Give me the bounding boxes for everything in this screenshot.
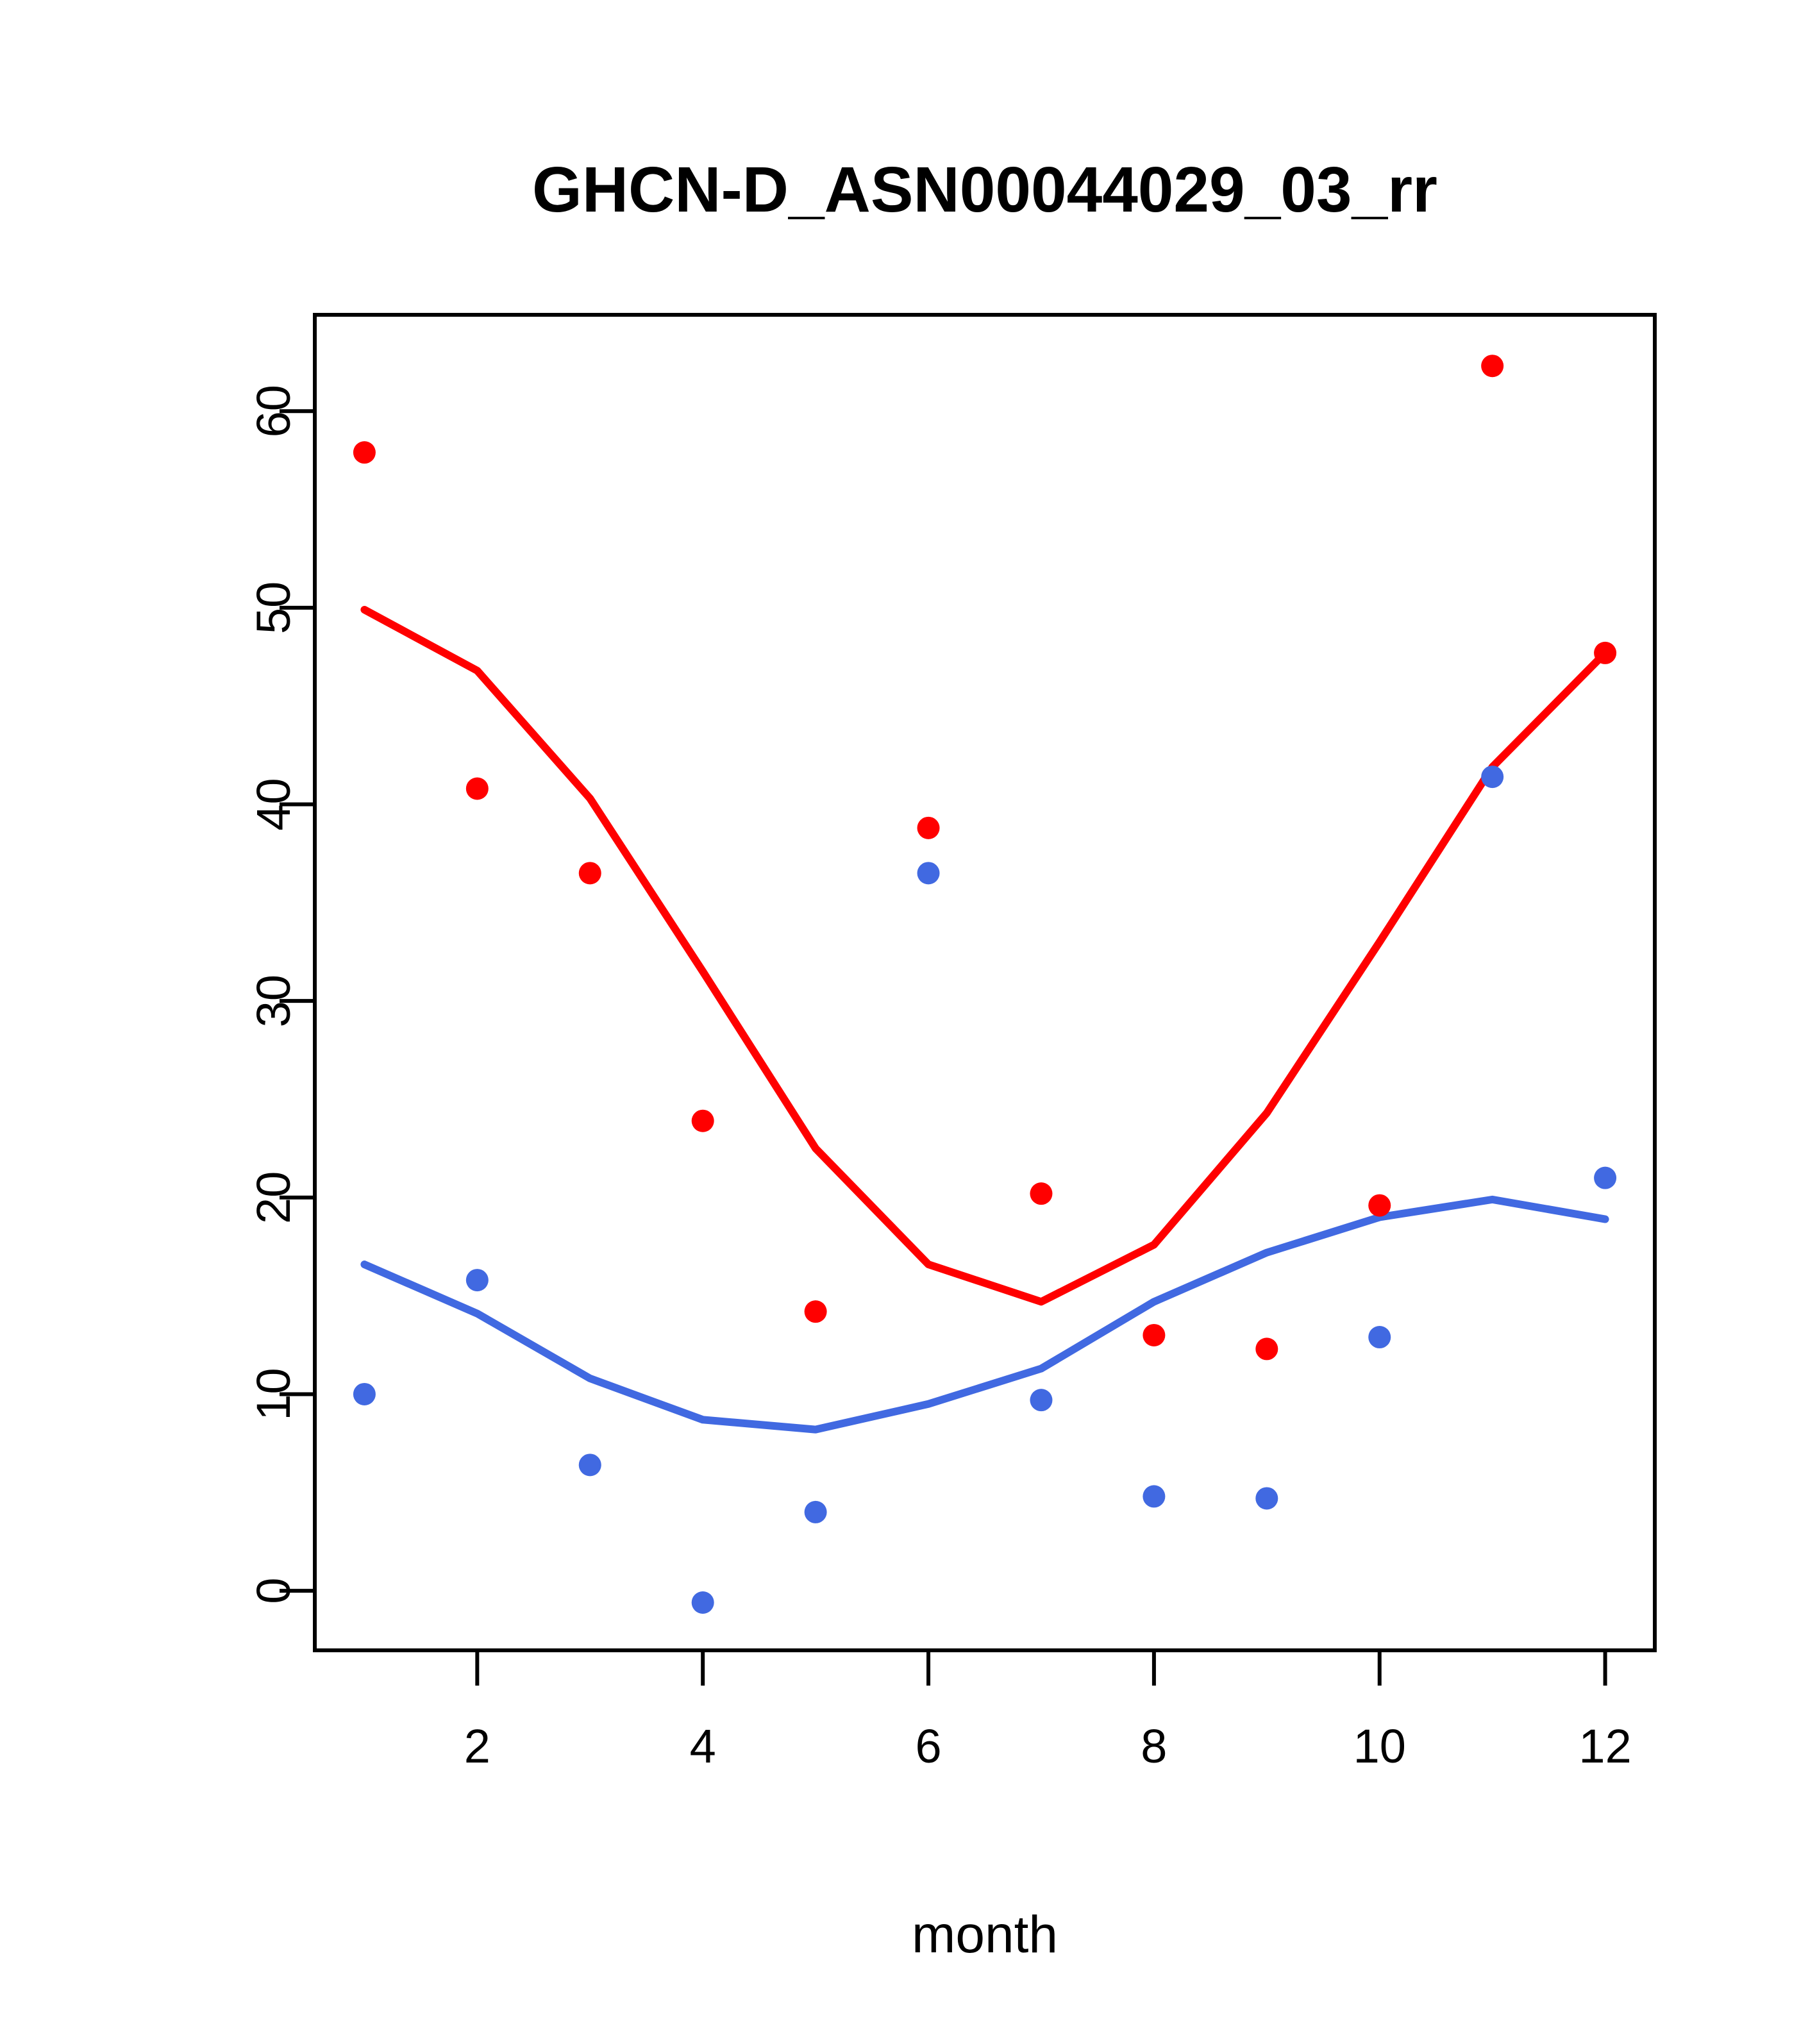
red-point bbox=[1594, 641, 1617, 664]
blue-loess-line bbox=[360, 1195, 1609, 1434]
blue-point bbox=[1594, 1166, 1617, 1189]
y-tick-label: 50 bbox=[247, 582, 300, 634]
y-tick-label: 20 bbox=[247, 1171, 300, 1224]
blue-point bbox=[1030, 1389, 1053, 1412]
chart-title: GHCN-D_ASN00044029_03_rr bbox=[532, 154, 1437, 226]
blue-point bbox=[1368, 1326, 1391, 1349]
blue-point bbox=[1481, 766, 1504, 789]
x-tick-label: 12 bbox=[1578, 1720, 1631, 1773]
x-tick-label: 2 bbox=[464, 1720, 490, 1773]
red-point bbox=[804, 1300, 827, 1323]
red-loess-line bbox=[360, 605, 1609, 1306]
blue-point bbox=[353, 1382, 376, 1405]
red-point bbox=[465, 777, 489, 800]
y-tick-label: 0 bbox=[247, 1578, 300, 1604]
y-tick-label: 60 bbox=[247, 385, 300, 437]
blue-point bbox=[804, 1500, 827, 1523]
x-tick-label: 8 bbox=[1141, 1720, 1167, 1773]
red-point bbox=[578, 862, 601, 885]
y-tick-label: 10 bbox=[247, 1368, 300, 1420]
blue-point bbox=[465, 1269, 489, 1292]
blue-point bbox=[917, 862, 940, 885]
red-point bbox=[1368, 1194, 1391, 1217]
x-axis-label: month bbox=[912, 1906, 1058, 1964]
red-point bbox=[691, 1109, 714, 1132]
blue-point bbox=[1255, 1487, 1278, 1510]
blue-point bbox=[691, 1591, 714, 1614]
axis-layer: 2 4 6 8 10 12 0 10 20 30 40 50 60 bbox=[247, 385, 1632, 1773]
red-point bbox=[353, 441, 376, 464]
red-point bbox=[1255, 1337, 1278, 1361]
x-tick-label: 10 bbox=[1353, 1720, 1406, 1773]
red-point bbox=[917, 816, 940, 839]
plot-box-frame bbox=[313, 313, 1657, 1652]
x-tick-label: 4 bbox=[690, 1720, 716, 1773]
red-point bbox=[1481, 355, 1504, 378]
y-tick-label: 30 bbox=[247, 975, 300, 1027]
x-tick-label: 6 bbox=[915, 1720, 941, 1773]
blue-point bbox=[578, 1453, 601, 1477]
blue-point bbox=[1143, 1485, 1166, 1508]
y-tick-label: 40 bbox=[247, 778, 300, 830]
series-layer bbox=[353, 355, 1617, 1614]
red-point bbox=[1143, 1323, 1166, 1346]
red-point bbox=[1030, 1182, 1053, 1205]
